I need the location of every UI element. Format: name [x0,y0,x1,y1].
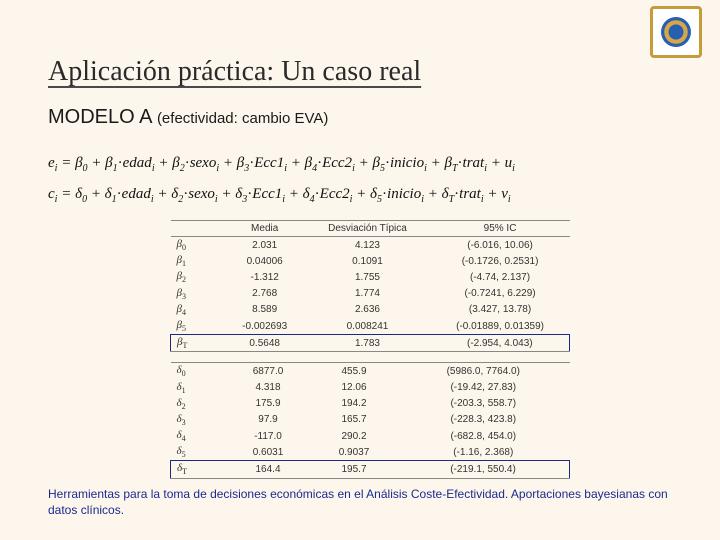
media-cell: 164.4 [225,461,311,478]
table-row: δ4-117.0290.2(-682.8, 454.0) [171,428,570,444]
media-cell: 2.031 [225,237,304,254]
param-cell: δ3 [171,412,226,428]
media-cell: 175.9 [225,396,311,412]
table-row: β48.5892.636(3.427, 13.78) [171,302,570,318]
media-cell: -1.312 [225,269,304,285]
media-cell: 8.589 [225,302,304,318]
media-cell: -0.002693 [225,318,304,335]
media-cell: -117.0 [225,428,311,444]
table-row: δ14.31812.06(-19.42, 27.83) [171,380,570,396]
footer-caption: Herramientas para la toma de decisiones … [48,486,672,518]
media-cell: 6877.0 [225,363,311,380]
param-cell: δ1 [171,380,226,396]
table-row: β10.040060.1091(-0.1726, 0.2531) [171,253,570,269]
ic-cell: (5986.0, 7764.0) [397,363,569,380]
param-cell: β4 [171,302,226,318]
ic-cell: (-203.3, 558.7) [397,396,569,412]
col-dt: Desviación Típica [304,221,430,237]
table-row: δ50.60310.9037(-1.16, 2.368) [171,444,570,461]
ic-cell: (-682.8, 454.0) [397,428,569,444]
dt-cell: 455.9 [311,363,397,380]
dt-cell: 194.2 [311,396,397,412]
col-media: Media [225,221,304,237]
param-cell: β3 [171,286,226,302]
ic-cell: (-219.1, 550.4) [397,461,569,478]
dt-cell: 12.06 [311,380,397,396]
table-row: β2-1.3121.755(-4.74, 2.137) [171,269,570,285]
dt-cell: 290.2 [311,428,397,444]
media-cell: 4.318 [225,380,311,396]
dt-cell: 1.783 [304,335,430,352]
ic-cell: (-6.016, 10.06) [431,237,570,254]
ic-cell: (3.427, 13.78) [431,302,570,318]
dt-cell: 4.123 [304,237,430,254]
param-cell: β0 [171,237,226,254]
param-cell: δT [171,461,226,478]
table-row: β32.7681.774(-0.7241, 6.229) [171,286,570,302]
ic-cell: (-4.74, 2.137) [431,269,570,285]
media-cell: 2.768 [225,286,304,302]
ic-cell: (-0.01889, 0.01359) [431,318,570,335]
ic-cell: (-1.16, 2.368) [397,444,569,461]
dt-cell: 0.9037 [311,444,397,461]
param-cell: δ2 [171,396,226,412]
model-name: MODELO A [48,106,157,128]
media-cell: 97.9 [225,412,311,428]
model-desc: (efectividad: cambio EVA) [157,110,328,127]
ic-cell: (-2.954, 4.043) [431,335,570,352]
results-tables: Media Desviación Típica 95% IC β02.0314.… [170,220,570,479]
media-cell: 0.6031 [225,444,311,461]
page-title: Aplicación práctica: Un caso real [48,56,421,88]
ic-cell: (-0.7241, 6.229) [431,286,570,302]
ic-cell: (-228.3, 423.8) [397,412,569,428]
dt-cell: 1.774 [304,286,430,302]
param-cell: δ4 [171,428,226,444]
param-cell: δ0 [171,363,226,380]
ic-cell: (-19.42, 27.83) [397,380,569,396]
equation-effectiveness: ei = β0 + β1·edadi + β2·sexoi + β3·Ecc1i… [48,148,515,179]
table-row: δ397.9165.7(-228.3, 423.8) [171,412,570,428]
delta-table: δ06877.0455.9(5986.0, 7764.0)δ14.31812.0… [170,362,570,478]
model-subtitle: MODELO A (efectividad: cambio EVA) [48,106,328,129]
table-row: δ2175.9194.2(-203.3, 558.7) [171,396,570,412]
beta-table: Media Desviación Típica 95% IC β02.0314.… [170,220,570,352]
table-row: β02.0314.123(-6.016, 10.06) [171,237,570,254]
param-cell: δ5 [171,444,226,461]
dt-cell: 0.1091 [304,253,430,269]
dt-cell: 0.008241 [304,318,430,335]
model-equations: ei = β0 + β1·edadi + β2·sexoi + β3·Ecc1i… [48,148,515,210]
equation-cost: ci = δ0 + δ1·edadi + δ2·sexoi + δ3·Ecc1i… [48,179,515,210]
param-cell: β5 [171,318,226,335]
param-cell: βT [171,335,226,352]
dt-cell: 2.636 [304,302,430,318]
col-ic: 95% IC [431,221,570,237]
param-cell: β2 [171,269,226,285]
dt-cell: 195.7 [311,461,397,478]
param-cell: β1 [171,253,226,269]
media-cell: 0.04006 [225,253,304,269]
institution-logo [650,6,702,58]
dt-cell: 1.755 [304,269,430,285]
table-row: βT0.56481.783(-2.954, 4.043) [171,335,570,352]
table-row: δ06877.0455.9(5986.0, 7764.0) [171,363,570,380]
table-row: δT164.4195.7(-219.1, 550.4) [171,461,570,478]
col-param [171,221,226,237]
media-cell: 0.5648 [225,335,304,352]
dt-cell: 165.7 [311,412,397,428]
table-row: β5-0.0026930.008241(-0.01889, 0.01359) [171,318,570,335]
ic-cell: (-0.1726, 0.2531) [431,253,570,269]
